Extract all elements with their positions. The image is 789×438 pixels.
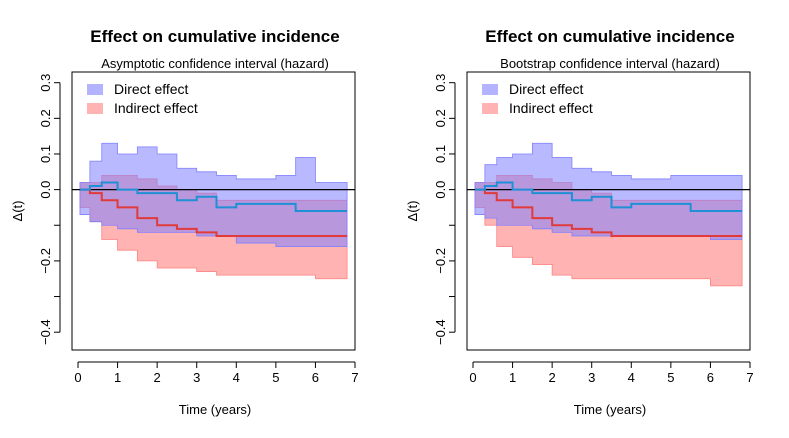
legend-swatch bbox=[482, 103, 498, 114]
y-tick-label: −0.2 bbox=[38, 248, 53, 274]
y-tick-label: 0.0 bbox=[433, 181, 448, 199]
legend-label: Indirect effect bbox=[509, 100, 593, 116]
x-tick-label: 3 bbox=[193, 370, 200, 385]
x-tick-label: 4 bbox=[233, 370, 240, 385]
x-tick-label: 5 bbox=[667, 370, 674, 385]
legend-label: Direct effect bbox=[114, 81, 189, 97]
y-tick-label: −0.4 bbox=[38, 319, 53, 345]
plot-frame bbox=[71, 71, 356, 351]
y-tick-label: −0.2 bbox=[433, 248, 448, 274]
x-tick-label: 2 bbox=[549, 370, 556, 385]
x-tick-label: 6 bbox=[312, 370, 319, 385]
legend-swatch bbox=[87, 84, 103, 95]
x-tick-label: 3 bbox=[588, 370, 595, 385]
x-tick-label: 5 bbox=[272, 370, 279, 385]
x-tick-label: 7 bbox=[746, 370, 753, 385]
x-axis-label: Time (years) bbox=[574, 402, 646, 417]
x-tick-label: 2 bbox=[154, 370, 161, 385]
y-axis-label: Δ(t) bbox=[10, 201, 25, 222]
y-tick-label: 0.3 bbox=[433, 74, 448, 92]
indirect-effect-estimate-line bbox=[474, 188, 743, 237]
chart-title: Effect on cumulative incidence bbox=[485, 27, 734, 46]
y-tick-label: 0.2 bbox=[433, 109, 448, 127]
y-tick-label: 0.2 bbox=[38, 109, 53, 127]
x-tick-label: 0 bbox=[74, 370, 81, 385]
x-tick-label: 4 bbox=[628, 370, 635, 385]
chart-subtitle: Bootstrap confidence interval (hazard) bbox=[500, 56, 720, 71]
chart-subtitle: Asymptotic confidence interval (hazard) bbox=[101, 56, 329, 71]
x-axis-label: Time (years) bbox=[179, 402, 251, 417]
y-axis-label: Δ(t) bbox=[405, 201, 420, 222]
legend-swatch bbox=[87, 103, 103, 114]
x-tick-label: 0 bbox=[469, 370, 476, 385]
chart-title: Effect on cumulative incidence bbox=[90, 27, 339, 46]
y-tick-label: 0.1 bbox=[38, 145, 53, 163]
x-tick-label: 1 bbox=[509, 370, 516, 385]
chart-panel-2: Effect on cumulative incidence Bootstrap … bbox=[405, 27, 754, 417]
direct-effect-ci-band bbox=[79, 142, 348, 248]
legend-swatch bbox=[482, 84, 498, 95]
direct-effect-estimate-line bbox=[79, 181, 348, 212]
x-tick-label: 1 bbox=[114, 370, 121, 385]
chart-panel-1: Effect on cumulative incidence Asymptotic… bbox=[10, 27, 359, 417]
x-tick-label: 6 bbox=[707, 370, 714, 385]
legend-label: Indirect effect bbox=[114, 100, 198, 116]
direct-effect-ci-band bbox=[474, 142, 743, 240]
y-tick-label: 0.0 bbox=[38, 181, 53, 199]
y-tick-label: 0.1 bbox=[433, 145, 448, 163]
y-tick-label: 0.3 bbox=[38, 74, 53, 92]
indirect-effect-estimate-line bbox=[79, 188, 348, 237]
x-tick-label: 7 bbox=[351, 370, 358, 385]
legend-label: Direct effect bbox=[509, 81, 584, 97]
y-tick-label: −0.4 bbox=[433, 319, 448, 345]
plot-frame bbox=[466, 71, 751, 351]
direct-effect-estimate-line bbox=[474, 181, 743, 212]
